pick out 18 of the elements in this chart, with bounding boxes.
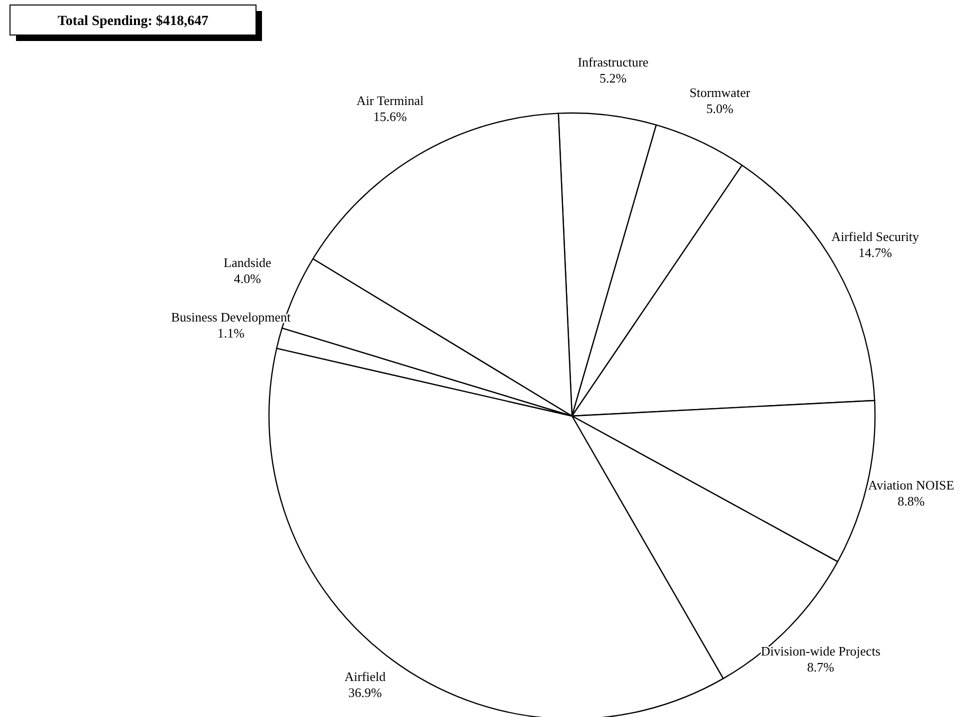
slice-label: Infrastructure bbox=[578, 54, 649, 70]
slice-label: Aviation NOISE bbox=[868, 478, 954, 493]
data-label: 1.1% bbox=[217, 325, 245, 340]
slice-label: Airfield Security bbox=[831, 229, 920, 244]
data-label: 15.6% bbox=[373, 109, 408, 124]
data-label: 8.8% bbox=[898, 494, 925, 509]
data-label: 4.0% bbox=[234, 271, 262, 286]
slice-label: Stormwater bbox=[690, 84, 751, 100]
data-label: 36.9% bbox=[348, 685, 382, 700]
data-label: 14.7% bbox=[858, 245, 892, 260]
slice-label: Landside bbox=[224, 255, 272, 270]
slice-label: Division-wide Projects bbox=[760, 643, 880, 658]
data-label: 5.0% bbox=[706, 100, 734, 116]
chart-title: Total Spending: $418,647 bbox=[58, 14, 208, 29]
slice-label: Airfield bbox=[344, 669, 386, 684]
data-label: 8.7% bbox=[807, 659, 834, 674]
data-label: 5.2% bbox=[600, 70, 627, 86]
slice-label: Air Terminal bbox=[356, 93, 424, 108]
